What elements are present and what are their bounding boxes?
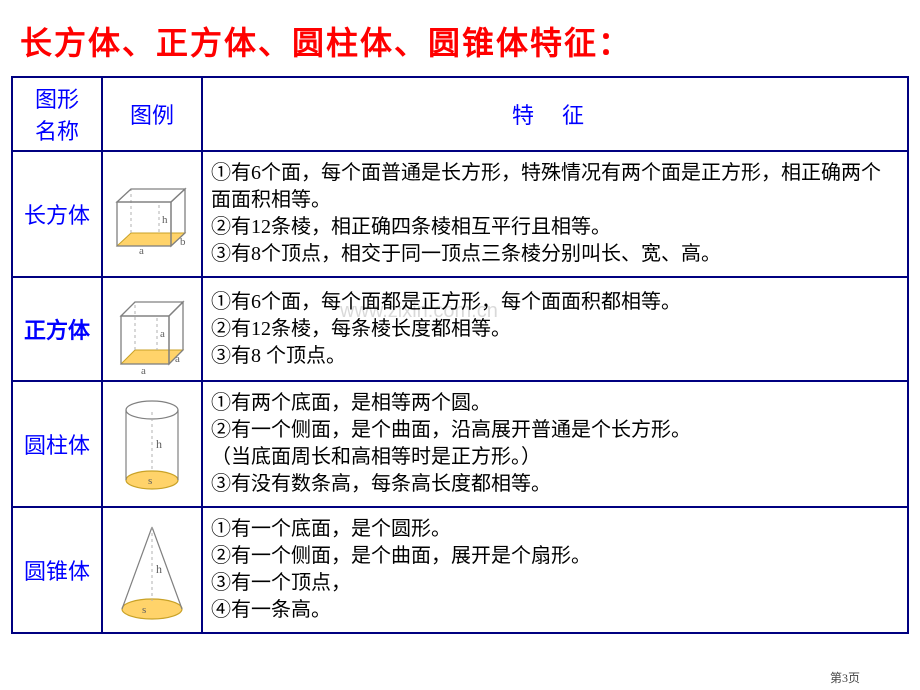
svg-text:a: a	[141, 365, 146, 376]
svg-text:h: h	[156, 437, 162, 451]
shape-illustration-cell: h s	[102, 381, 202, 507]
cone-illustration: h s	[110, 515, 194, 625]
shape-features: ①有6个面，每个面普通是长方形，特殊情况有两个面是正方形，相正确两个面面积相等。…	[202, 151, 908, 277]
cuboid-illustration: h a b	[105, 173, 199, 255]
cylinder-illustration: h s	[112, 390, 192, 498]
shape-features: ①有一个底面，是个圆形。②有一个侧面，是个曲面，展开是个扇形。③有一个顶点，④有…	[202, 507, 908, 633]
shape-name: 正方体	[12, 277, 102, 381]
svg-text:a: a	[139, 245, 144, 255]
table-row: 正方体 a a a ①有6个面，每个面都是正方形，每个面面积都相等。②有12条棱…	[12, 277, 908, 381]
svg-text:h: h	[156, 562, 162, 576]
table-header-row: 图形名称 图例 特征	[12, 77, 908, 151]
page-number: 第3页	[830, 669, 860, 686]
shape-illustration-cell: h s	[102, 507, 202, 633]
shape-name: 长方体	[12, 151, 102, 277]
shape-features: ①有6个面，每个面都是正方形，每个面面积都相等。②有12条棱，每条棱长度都相等。…	[202, 277, 908, 381]
svg-text:a: a	[175, 353, 180, 365]
svg-text:a: a	[160, 328, 165, 340]
shape-features: ①有两个底面，是相等两个圆。②有一个侧面，是个曲面，沿高展开普通是个长方形。（当…	[202, 381, 908, 507]
svg-text:b: b	[180, 236, 186, 248]
page-title: 长方体、正方体、圆柱体、圆锥体特征：	[10, 10, 910, 76]
col-header-name: 图形名称	[12, 77, 102, 151]
svg-text:s: s	[142, 604, 146, 616]
table-row: 圆柱体 h s ①有两个底面，是相等两个圆。②有一个侧面，是个曲面，沿高展开普通…	[12, 381, 908, 507]
shape-name: 圆柱体	[12, 381, 102, 507]
svg-text:h: h	[162, 214, 168, 226]
table-row: 长方体 h a b ①有6个面，每个面普通是长方形，特殊情况有两个面是正方形，相…	[12, 151, 908, 277]
col-header-feat: 特征	[202, 77, 908, 151]
shape-illustration-cell: h a b	[102, 151, 202, 277]
svg-text:s: s	[148, 475, 152, 487]
solids-table: 图形名称 图例 特征 长方体 h a b ①有6个面，每个面普通是长方形，特殊情…	[11, 76, 909, 634]
shape-illustration-cell: a a a	[102, 277, 202, 381]
table-row: 圆锥体 h s ①有一个底面，是个圆形。②有一个侧面，是个曲面，展开是个扇形。③…	[12, 507, 908, 633]
col-header-illus: 图例	[102, 77, 202, 151]
cube-illustration: a a a	[107, 282, 197, 376]
shape-name: 圆锥体	[12, 507, 102, 633]
